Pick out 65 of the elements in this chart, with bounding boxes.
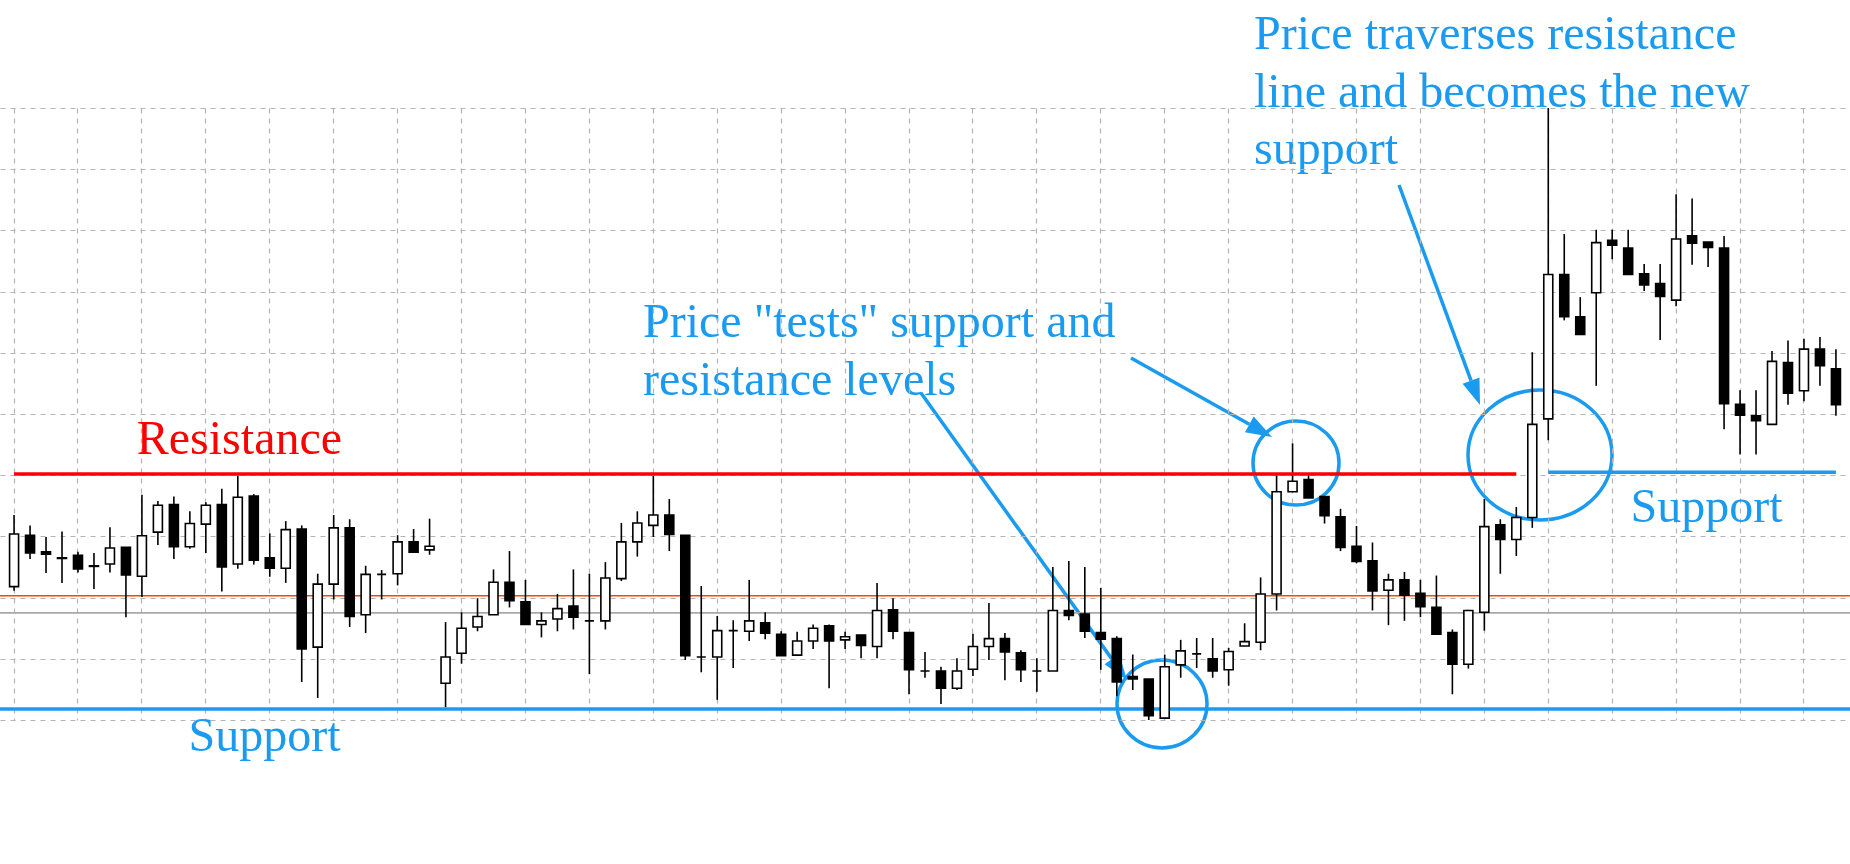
candlestick — [1351, 525, 1362, 565]
candlestick — [823, 623, 835, 689]
candlestick — [632, 510, 643, 558]
series-label: Support — [1630, 479, 1784, 533]
candlestick — [1606, 228, 1618, 260]
candlestick — [200, 501, 212, 554]
candlestick — [935, 665, 947, 705]
candlestick — [1511, 506, 1522, 557]
candlestick — [999, 632, 1011, 682]
candlestick — [1079, 566, 1091, 639]
candlestick — [1063, 560, 1075, 622]
candlestick — [1223, 646, 1234, 687]
candlestick — [807, 623, 819, 650]
candlestick — [791, 631, 803, 656]
candlestick — [104, 526, 116, 574]
candlestick — [743, 579, 755, 642]
candlestick — [1319, 495, 1330, 525]
candlestick — [1814, 336, 1826, 387]
candlestick — [40, 536, 52, 574]
candlestick — [1495, 518, 1506, 575]
candlestick — [1399, 571, 1410, 622]
candlestick — [1127, 653, 1139, 691]
candlestick — [424, 517, 435, 556]
candlestick — [56, 530, 68, 584]
candlestick — [520, 579, 531, 626]
candlestick — [951, 657, 963, 691]
candlestick — [1574, 296, 1586, 336]
candlestick — [1175, 639, 1186, 679]
candlestick — [1702, 241, 1714, 268]
candlestick — [536, 611, 547, 639]
candlestick — [1415, 579, 1426, 618]
candlestick — [264, 532, 276, 578]
candlestick — [504, 550, 515, 609]
candlestick — [887, 597, 899, 641]
candlestick — [855, 634, 867, 659]
candlestick — [1734, 389, 1746, 456]
series-label: Resistance — [136, 410, 343, 464]
candlestick — [983, 602, 995, 661]
annotation: Price "tests" support and resistance levels — [643, 293, 1117, 407]
candlestick — [1015, 649, 1027, 683]
candlestick — [775, 630, 787, 657]
candlestick — [24, 524, 36, 560]
candlestick — [1207, 637, 1218, 679]
candlestick — [568, 568, 579, 631]
candlestick — [1750, 389, 1762, 456]
candlestick — [1095, 587, 1107, 671]
candlestick — [1239, 622, 1250, 647]
candlestick — [1303, 474, 1314, 499]
candlestick — [184, 510, 196, 550]
candlestick — [72, 550, 84, 574]
candlestick — [1654, 263, 1666, 341]
candlestick — [1638, 263, 1650, 292]
ref-line-label: Support — [188, 707, 342, 761]
candlestick — [664, 498, 675, 552]
candlestick — [88, 552, 100, 590]
candlestick — [472, 597, 483, 633]
candlestick — [552, 593, 563, 633]
candlestick — [1686, 197, 1698, 266]
candlestick — [648, 475, 659, 538]
annotation: Price traverses resistance line and becomes the new support — [1254, 5, 1751, 177]
candlestick — [759, 611, 771, 641]
candlestick — [1287, 442, 1298, 493]
candlestick — [967, 632, 979, 677]
candlestick — [408, 528, 419, 554]
candlestick — [1383, 572, 1394, 626]
